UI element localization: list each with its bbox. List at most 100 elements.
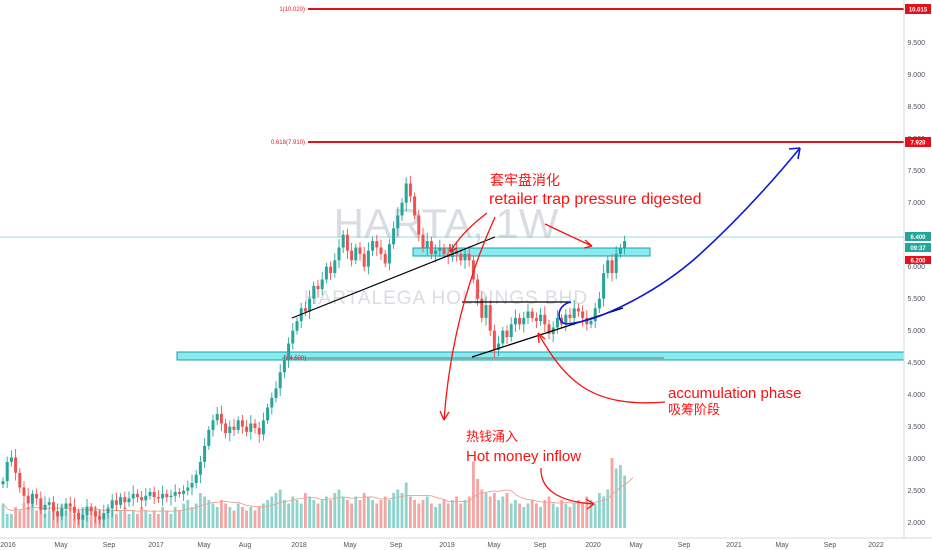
candle-body bbox=[471, 260, 475, 280]
volume-bar bbox=[367, 496, 370, 528]
candle-body bbox=[421, 234, 425, 248]
candle-body bbox=[98, 516, 102, 520]
candle-body bbox=[203, 445, 207, 462]
volume-bar bbox=[35, 510, 38, 528]
volume-bar bbox=[556, 507, 559, 528]
annotation-trap-en: retailer trap pressure digested bbox=[489, 191, 702, 208]
hotmoney-arrow bbox=[540, 467, 595, 505]
price-scale[interactable] bbox=[904, 0, 932, 538]
volume-bar bbox=[31, 500, 34, 528]
volume-bar bbox=[249, 507, 253, 528]
candle-body bbox=[539, 314, 543, 322]
volume-bar bbox=[589, 500, 593, 528]
volume-bar bbox=[430, 503, 433, 528]
x-tick-label: Sep bbox=[824, 542, 837, 549]
candle-body bbox=[518, 317, 522, 325]
candle-body bbox=[530, 311, 534, 318]
price-tag-last bbox=[905, 232, 931, 241]
x-tick-label: May bbox=[629, 542, 643, 549]
volume-bar bbox=[131, 510, 135, 528]
volume-bar bbox=[535, 503, 538, 528]
candle-body bbox=[572, 308, 576, 318]
volume-bar bbox=[610, 458, 614, 528]
volume-bar bbox=[291, 496, 295, 528]
candle-body bbox=[534, 317, 538, 322]
volume-bar bbox=[522, 507, 526, 528]
candle-body bbox=[173, 492, 177, 496]
volume-bar bbox=[442, 500, 446, 528]
candle-body bbox=[110, 500, 114, 509]
volume-bar bbox=[228, 507, 232, 528]
candle-body bbox=[429, 241, 433, 254]
candle-body bbox=[219, 413, 223, 424]
annotation-hotmoney-cn: 热钱涌入 bbox=[466, 429, 518, 444]
candle-body bbox=[308, 298, 312, 312]
volume-bar bbox=[564, 503, 568, 528]
candle-body bbox=[186, 487, 190, 491]
annotation-hotmoney-en: Hot money inflow bbox=[466, 448, 581, 465]
volume-bar bbox=[169, 514, 173, 528]
volume-bar bbox=[614, 468, 618, 528]
volume-bar bbox=[476, 479, 479, 528]
volume-bar bbox=[509, 503, 513, 528]
volume-bar bbox=[329, 500, 332, 528]
volume-bar bbox=[362, 493, 366, 528]
candle-body bbox=[47, 502, 51, 505]
volume-bar bbox=[123, 507, 127, 528]
volume-bar bbox=[459, 503, 463, 528]
x-tick-label: 2019 bbox=[439, 542, 455, 549]
candle-body bbox=[270, 397, 274, 408]
candle-body bbox=[5, 461, 9, 482]
candle-body bbox=[1, 481, 5, 485]
candle-body bbox=[85, 506, 89, 515]
candle-body bbox=[602, 273, 606, 299]
y-tick-label: 2.000 bbox=[907, 520, 925, 527]
candle-body bbox=[425, 241, 429, 248]
candle-body bbox=[438, 247, 442, 251]
volume-bar bbox=[375, 503, 379, 528]
candle-body bbox=[60, 508, 64, 517]
candle-body bbox=[22, 487, 26, 496]
candle-body bbox=[354, 247, 358, 261]
volume-bar bbox=[581, 503, 584, 528]
volume-bar bbox=[115, 514, 118, 528]
candle-body bbox=[375, 241, 379, 248]
projection-arrow-head bbox=[788, 147, 801, 160]
candle-body bbox=[337, 247, 341, 261]
volume-bar bbox=[551, 503, 555, 528]
candle-body bbox=[106, 508, 110, 514]
volume-bar bbox=[278, 489, 282, 528]
time-scale[interactable] bbox=[0, 538, 932, 550]
candle-body bbox=[522, 317, 526, 325]
candle-body bbox=[207, 429, 211, 446]
candle-body bbox=[81, 515, 85, 520]
volume-bar bbox=[304, 493, 307, 528]
volume-bar bbox=[224, 503, 227, 528]
volume-bar bbox=[157, 514, 160, 528]
volume-bar bbox=[253, 510, 257, 528]
candle-body bbox=[333, 260, 337, 274]
candle-body bbox=[606, 260, 610, 274]
candle-body bbox=[182, 490, 186, 494]
volume-bar bbox=[257, 507, 261, 528]
candle-body bbox=[543, 314, 547, 325]
candle-body bbox=[282, 359, 286, 373]
volume-bar bbox=[274, 493, 278, 528]
candle-body bbox=[383, 253, 387, 264]
volume-bar bbox=[165, 510, 169, 528]
candle-body bbox=[610, 260, 614, 274]
candle-body bbox=[266, 407, 270, 421]
x-tick-label: 2016 bbox=[0, 542, 16, 549]
volume-bar bbox=[245, 510, 248, 528]
projection-curve bbox=[558, 147, 801, 325]
candle-body bbox=[152, 492, 156, 498]
volume-bar bbox=[39, 507, 43, 528]
candle-body bbox=[341, 234, 345, 248]
candle-body bbox=[198, 461, 202, 475]
candle-body bbox=[148, 492, 152, 496]
y-tick-label: 5.500 bbox=[907, 296, 925, 303]
volume-bar bbox=[623, 475, 626, 528]
candlesticks bbox=[1, 175, 627, 528]
volume-bar bbox=[434, 507, 437, 528]
